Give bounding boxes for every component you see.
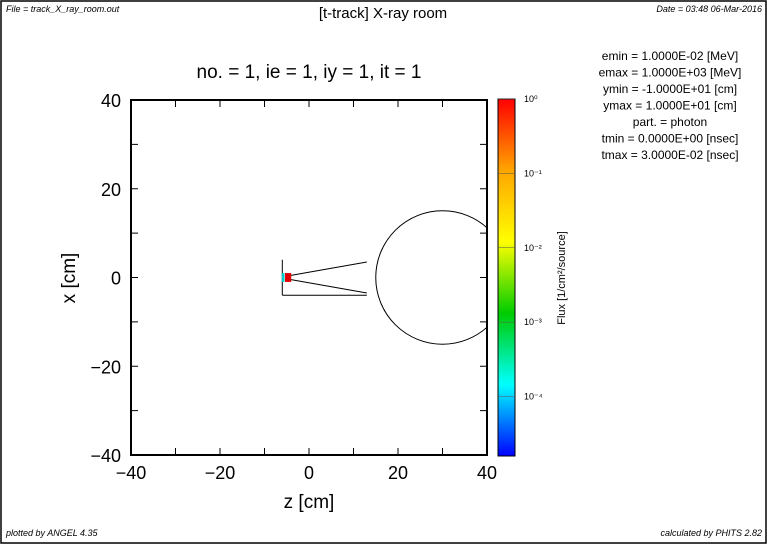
parameter-line: emin = 1.0000E-02 [MeV] (602, 49, 738, 63)
date-label: Date = 03:48 06-Mar-2016 (656, 4, 762, 14)
x-tick-label: 40 (477, 463, 497, 483)
cone-lower-line (286, 278, 367, 294)
calculated-by-label: calculated by PHITS 2.82 (660, 528, 762, 538)
colorbar-label: Flux [1/cm²/source] (556, 231, 568, 325)
cone-upper-line (286, 261, 367, 277)
parameter-line: ymax = 1.0000E+01 [cm] (603, 99, 736, 113)
plotted-by-label: plotted by ANGEL 4.35 (5, 528, 99, 538)
x-tick-label: 20 (388, 463, 408, 483)
y-tick-label: 0 (111, 269, 121, 289)
colorbar-tick-label: 10⁰ (524, 94, 538, 104)
colorbar-tick-label: 10⁻⁴ (524, 392, 543, 402)
x-tick-label: 0 (304, 463, 314, 483)
parameter-line: part. = photon (633, 115, 707, 129)
parameter-line: tmin = 0.0000E+00 [nsec] (602, 132, 739, 146)
x-axis-label: z [cm] (284, 492, 335, 513)
y-tick-label: −20 (90, 357, 121, 377)
plot-area: −40 −20 0 20 40 −40 −20 0 20 40 10⁰ 10⁻¹ 10⁻² 10⁻³ 10⁻… (90, 91, 542, 483)
parameter-line: emax = 1.0000E+03 [MeV] (599, 66, 742, 80)
plot-frame (130, 99, 488, 456)
colorbar (497, 98, 516, 457)
y-tick-label: −40 (90, 446, 121, 466)
colorbar-tick-label: 10⁻² (524, 243, 542, 253)
parameter-line: ymin = -1.0000E+01 [cm] (603, 82, 737, 96)
flux-cell-high (284, 273, 292, 282)
chart-subtitle: no. = 1, ie = 1, iy = 1, it = 1 (197, 62, 422, 83)
y-tick-label: 20 (101, 180, 121, 200)
parameter-line: tmax = 3.0000E-02 [nsec] (601, 148, 738, 162)
flux-cell-low (281, 273, 285, 282)
y-axis-label: x [cm] (59, 253, 80, 304)
y-tick-label: 40 (101, 91, 121, 111)
file-label: File = track_X_ray_room.out (6, 4, 120, 14)
parameter-list: emin = 1.0000E-02 [MeV] emax = 1.0000E+03… (599, 49, 742, 162)
page-title: [t-track] X-ray room (319, 5, 447, 22)
x-tick-label: −40 (116, 463, 147, 483)
sphere-outline (375, 210, 487, 345)
x-tick-label: −20 (205, 463, 236, 483)
colorbar-tick-label: 10⁻³ (524, 317, 542, 327)
colorbar-tick-label: 10⁻¹ (524, 168, 542, 178)
